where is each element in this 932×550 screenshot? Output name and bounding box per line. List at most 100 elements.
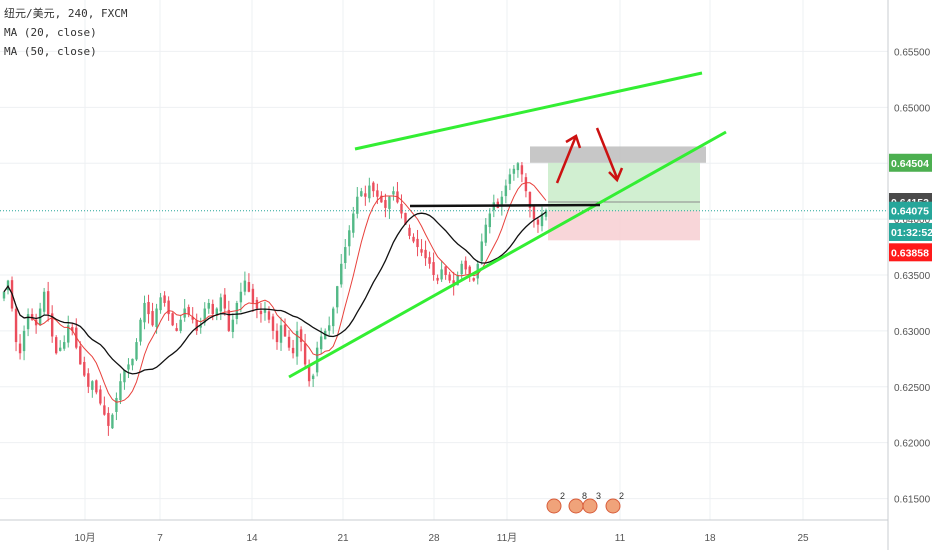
candle-body <box>283 324 287 337</box>
candle-body <box>147 302 150 315</box>
candle-body <box>336 286 339 308</box>
candle-body <box>187 306 190 315</box>
candle-body <box>115 397 118 412</box>
ma50-legend[interactable]: MA (50, close) <box>4 45 97 58</box>
y-tick-label: 0.65000 <box>894 103 931 114</box>
candle-body <box>295 330 299 357</box>
candle-body <box>480 241 483 262</box>
y-tick-label: 0.65500 <box>894 47 931 58</box>
candle-body <box>303 343 307 365</box>
candle-body <box>424 249 427 259</box>
candle-body <box>63 342 66 349</box>
candlestick-series <box>2 161 548 436</box>
candle-body <box>22 330 26 352</box>
price-tag-bg <box>889 243 932 262</box>
position-zones <box>530 146 706 241</box>
x-tick-label: 21 <box>337 533 349 544</box>
candle-body <box>71 327 74 331</box>
candle-body <box>46 291 50 315</box>
candle-body <box>151 311 154 326</box>
candle-body <box>380 195 383 203</box>
candle-body <box>247 282 251 292</box>
candle-body <box>14 308 18 343</box>
candle-body <box>464 260 467 270</box>
candle-body <box>175 328 178 331</box>
grid-layer <box>0 0 888 520</box>
candle-body <box>163 295 166 303</box>
candle-body <box>319 336 323 350</box>
support-line <box>409 203 601 208</box>
y-tick-label: 0.61500 <box>894 495 931 506</box>
candle-body <box>111 414 114 429</box>
x-tick-label: 18 <box>704 533 716 544</box>
y-tick-label: 0.63500 <box>894 271 931 282</box>
y-tick-label: 0.62500 <box>894 383 931 394</box>
candle-body <box>372 182 375 192</box>
x-tick-label: 11 <box>615 533 626 544</box>
candle-body <box>412 236 415 242</box>
candle-body <box>364 193 367 197</box>
upper-trendline <box>354 71 703 151</box>
candle-body <box>139 319 142 342</box>
arrow-down-line <box>595 127 619 179</box>
arrow-up-line <box>555 135 578 184</box>
candle-body <box>199 325 202 328</box>
symbol-title[interactable]: 纽元/美元, 240, FXCM <box>4 7 128 20</box>
moving-averages <box>0 182 888 403</box>
candle-body <box>472 278 475 281</box>
candle-body <box>171 313 174 326</box>
candle-body <box>79 346 82 365</box>
candle-body <box>528 191 532 208</box>
candle-body <box>344 247 347 264</box>
x-tick-label: 14 <box>246 533 258 544</box>
candle-body <box>500 196 504 207</box>
candle-body <box>327 325 331 331</box>
event-flag-icon <box>546 498 562 514</box>
ma20-line <box>3 182 547 403</box>
candle-body <box>263 308 267 313</box>
candle-body <box>255 299 259 309</box>
candle-body <box>42 291 46 312</box>
candle-body <box>219 297 223 312</box>
candle-body <box>428 257 431 264</box>
lower-trendline <box>288 130 727 379</box>
candle-body <box>540 213 544 227</box>
x-tick-label: 10月 <box>74 532 95 544</box>
price-tag-label: 0.64504 <box>891 158 929 170</box>
candle-body <box>54 337 58 354</box>
price-tag-label: 01:32:52 <box>891 227 932 239</box>
candle-body <box>131 358 134 366</box>
candle-body <box>99 389 102 404</box>
chart-legend: 纽元/美元, 240, FXCM MA (20, close) MA (50, … <box>4 4 127 61</box>
candle-body <box>107 412 110 426</box>
price-tag-bg <box>889 201 932 220</box>
candle-body <box>251 288 255 303</box>
candle-body <box>223 294 227 309</box>
drawings[interactable] <box>288 71 727 379</box>
candle-body <box>271 316 275 331</box>
candle-body <box>348 230 351 247</box>
candle-body <box>50 313 54 337</box>
candle-body <box>456 275 459 286</box>
candle-body <box>508 174 512 184</box>
candle-body <box>211 303 214 315</box>
candle-body <box>127 364 130 370</box>
candle-body <box>340 263 343 285</box>
ma50-line <box>3 211 547 375</box>
candle-body <box>95 380 98 393</box>
candle-body <box>544 210 548 217</box>
candle-body <box>179 319 182 331</box>
y-tick-label: 0.64000 <box>894 215 931 226</box>
candle-body <box>119 381 122 401</box>
stop-zone <box>548 210 700 241</box>
x-tick-label: 25 <box>797 533 809 544</box>
candle-body <box>243 280 247 292</box>
candle-body <box>167 300 170 315</box>
candle-body <box>2 291 6 299</box>
ma20-legend[interactable]: MA (20, close) <box>4 26 97 39</box>
x-tick-label: 11月 <box>497 532 517 544</box>
y-tick-label: 0.62000 <box>894 439 931 450</box>
